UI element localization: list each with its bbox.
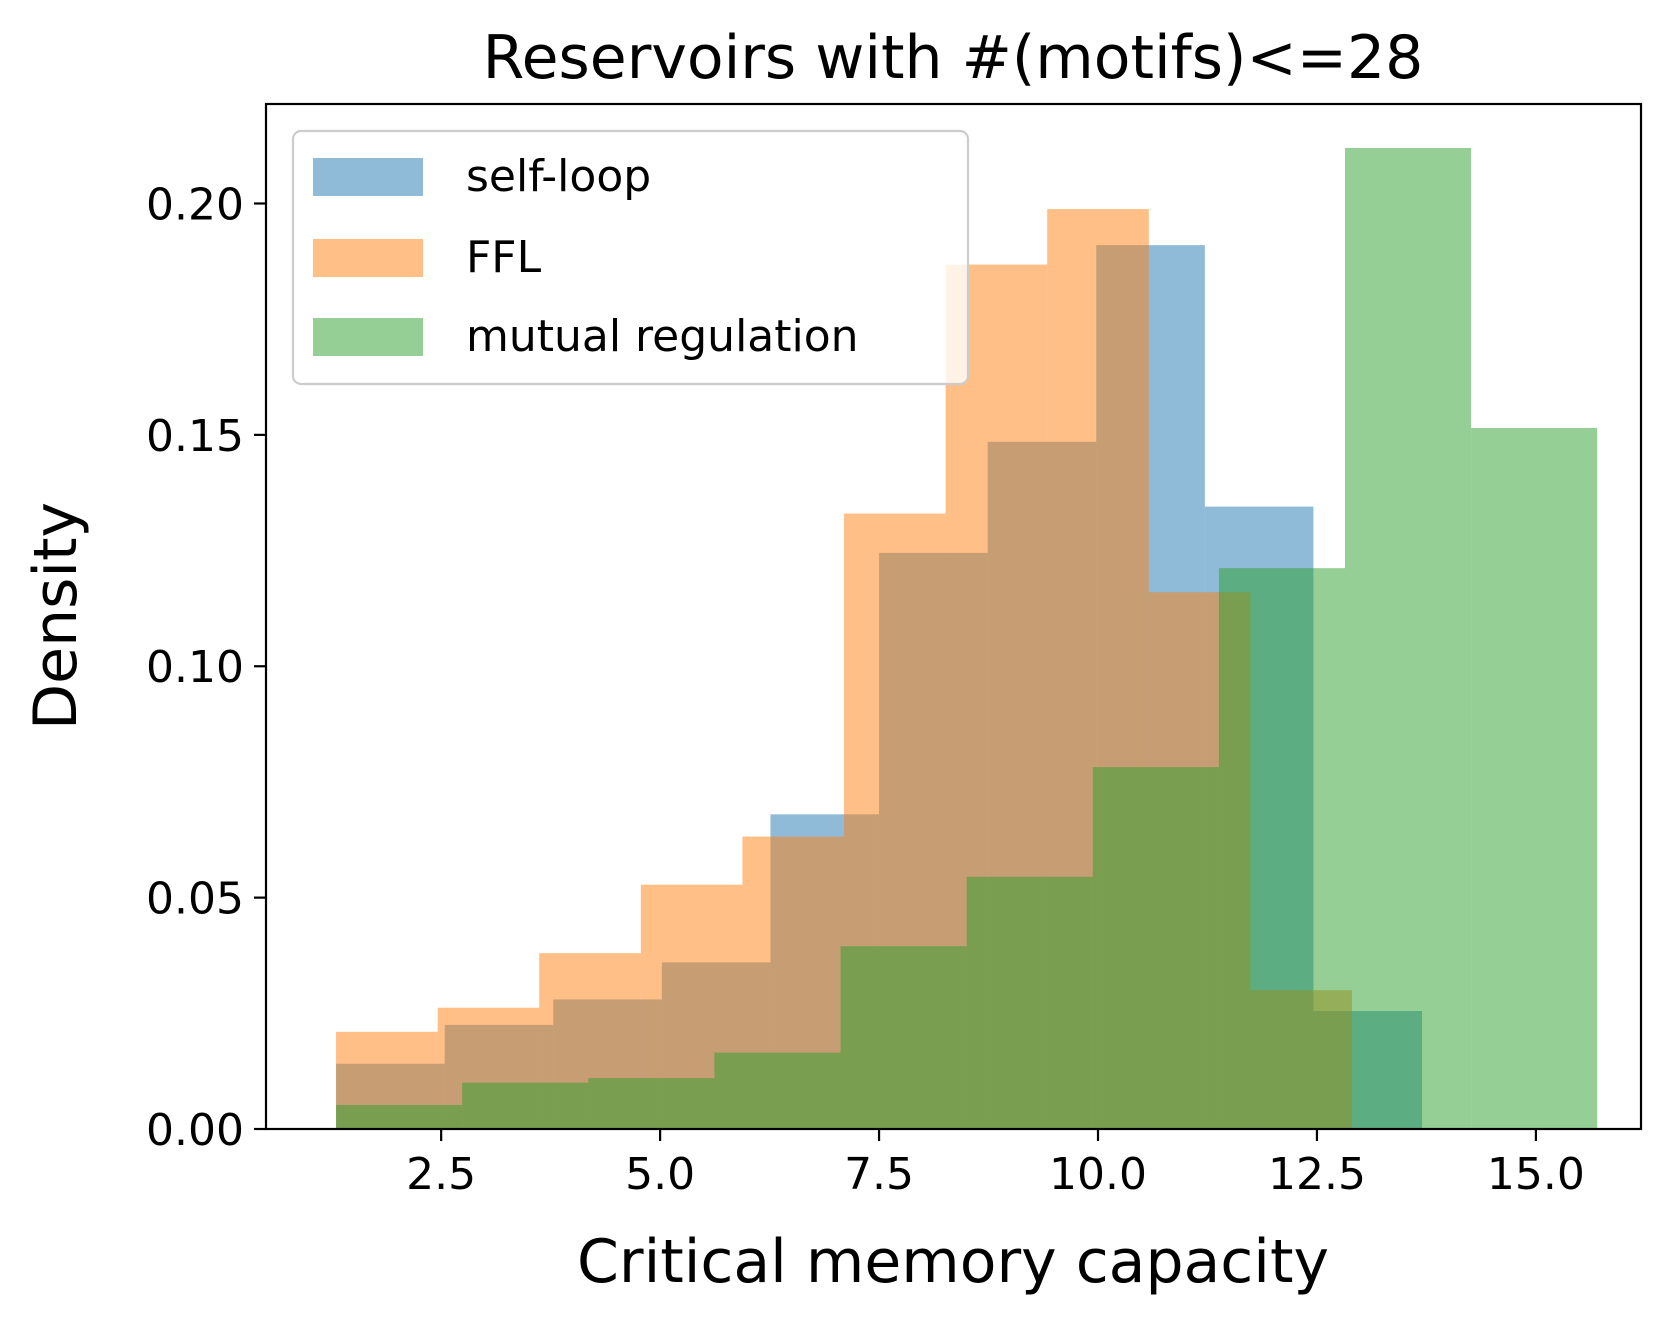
y-tick-label: 0.15	[146, 411, 244, 462]
legend-label-mutual-regulation: mutual regulation	[466, 311, 859, 362]
y-tick-label: 0.20	[146, 179, 244, 230]
y-axis-label: Density	[21, 502, 91, 730]
y-tick-label: 0.05	[146, 874, 244, 925]
bar-mutual-regulation-1	[462, 1082, 589, 1129]
bar-mutual-regulation-8	[1344, 147, 1472, 1129]
legend-frame	[291, 129, 970, 386]
x-tick-label: 12.5	[1268, 1149, 1366, 1200]
x-tick-label: 7.5	[844, 1149, 914, 1200]
bar-mutual-regulation-7	[1218, 568, 1345, 1129]
series-mutual-regulation	[336, 147, 1598, 1129]
x-axis-ticks: 2.5 5.0 7.5 10.0 12.5 15.0	[406, 1129, 1585, 1200]
bar-mutual-regulation-0	[336, 1104, 463, 1129]
legend-entries: self-loop FFL mutual regulation	[313, 151, 859, 362]
x-tick-label: 5.0	[625, 1149, 695, 1200]
y-tick-label: 0.00	[146, 1105, 244, 1156]
legend-swatch-FFL	[313, 239, 423, 277]
y-tick-label: 0.10	[146, 642, 244, 693]
legend: self-loop FFL mutual regulation	[291, 129, 970, 386]
x-tick-label: 15.0	[1487, 1149, 1585, 1200]
bars-layer	[336, 147, 1598, 1130]
legend-label-FFL: FFL	[466, 232, 542, 283]
x-axis-label: Critical memory capacity	[577, 1227, 1329, 1297]
bar-mutual-regulation-2	[588, 1078, 715, 1129]
bar-mutual-regulation-3	[714, 1052, 841, 1129]
y-axis-ticks: 0.00 0.05 0.10 0.15 0.20	[146, 179, 266, 1156]
x-tick-label: 2.5	[406, 1149, 476, 1200]
legend-label-self-loop: self-loop	[466, 151, 651, 202]
bar-mutual-regulation-5	[966, 876, 1093, 1129]
x-tick-label: 10.0	[1049, 1149, 1147, 1200]
bar-mutual-regulation-9	[1471, 427, 1598, 1129]
chart-title: Reservoirs with #(motifs)<=28	[483, 23, 1424, 93]
legend-swatch-self-loop	[313, 158, 423, 196]
axes-frame	[264, 102, 1643, 1131]
bar-mutual-regulation-4	[840, 946, 967, 1129]
legend-swatch-mutual-regulation	[313, 318, 423, 356]
bar-mutual-regulation-6	[1092, 767, 1219, 1129]
